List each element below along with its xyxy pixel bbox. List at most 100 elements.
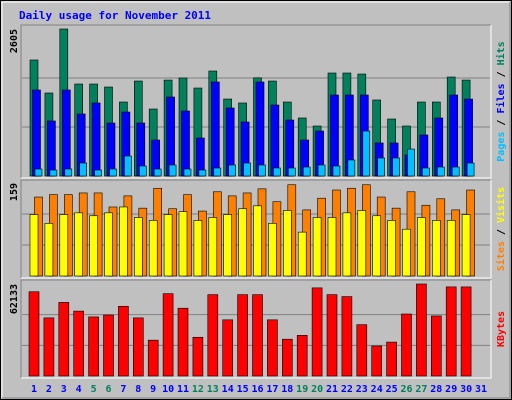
x-tick-label: 29 bbox=[445, 384, 457, 395]
bar bbox=[342, 212, 352, 277]
bar bbox=[302, 166, 311, 177]
legend: Pages / Files / Hits bbox=[495, 41, 507, 161]
x-tick-label: 24 bbox=[371, 384, 383, 395]
legend-entry: Files bbox=[495, 83, 507, 113]
bar bbox=[106, 122, 116, 177]
panel-edge bbox=[21, 280, 492, 379]
bar bbox=[118, 305, 129, 377]
bar bbox=[371, 345, 383, 377]
bar bbox=[119, 206, 128, 277]
bar bbox=[183, 168, 192, 177]
bar bbox=[282, 210, 292, 277]
panel-edge bbox=[20, 279, 491, 378]
bar bbox=[166, 96, 175, 177]
bar bbox=[357, 210, 367, 277]
x-tick-label: 7 bbox=[120, 384, 126, 395]
bar bbox=[59, 214, 69, 277]
bar bbox=[213, 167, 222, 177]
x-tick-label: 22 bbox=[341, 384, 353, 395]
x-tick-label: 2 bbox=[46, 384, 52, 395]
bar bbox=[237, 294, 248, 377]
bar bbox=[198, 169, 207, 177]
x-tick-label: 27 bbox=[415, 384, 427, 395]
bar bbox=[296, 335, 308, 377]
bar bbox=[268, 223, 277, 277]
y-max-label: 2605 bbox=[9, 29, 20, 53]
bar bbox=[362, 130, 371, 177]
bar bbox=[332, 165, 341, 177]
x-tick-label: 26 bbox=[400, 384, 412, 395]
x-tick-label: 6 bbox=[105, 384, 111, 395]
bar bbox=[228, 164, 236, 177]
x-tick-label: 18 bbox=[281, 384, 293, 395]
bar bbox=[285, 119, 295, 177]
bar bbox=[178, 211, 188, 277]
legend-separator: / bbox=[496, 223, 507, 241]
bar bbox=[43, 317, 55, 377]
bar bbox=[436, 166, 445, 177]
bar bbox=[88, 316, 99, 377]
x-tick-label: 5 bbox=[91, 384, 97, 395]
bar bbox=[451, 166, 460, 177]
panel-edge bbox=[21, 180, 492, 279]
bar bbox=[103, 314, 114, 377]
bar bbox=[402, 228, 411, 277]
x-tick-label: 17 bbox=[266, 384, 278, 395]
bar bbox=[386, 341, 397, 377]
x-tick-label: 20 bbox=[311, 384, 323, 395]
bar bbox=[58, 302, 70, 377]
x-tick-label: 21 bbox=[326, 384, 338, 395]
bar bbox=[416, 283, 427, 377]
legend-entry: KBytes bbox=[496, 311, 507, 347]
bar bbox=[326, 294, 338, 377]
bar bbox=[449, 94, 459, 177]
bar bbox=[372, 215, 382, 277]
bar bbox=[192, 336, 204, 377]
x-tick-label: 9 bbox=[150, 384, 156, 395]
bar bbox=[94, 169, 102, 177]
legend-entry: Hits bbox=[495, 41, 507, 65]
bar bbox=[377, 157, 386, 177]
bar bbox=[287, 167, 296, 177]
bar bbox=[431, 220, 441, 277]
bar bbox=[460, 286, 472, 377]
bar bbox=[223, 214, 232, 277]
bar bbox=[407, 148, 415, 177]
bar bbox=[430, 315, 442, 377]
bar bbox=[347, 159, 356, 177]
bar bbox=[44, 223, 54, 277]
x-tick-label: 4 bbox=[76, 384, 82, 395]
panel-edge bbox=[20, 24, 491, 178]
bar bbox=[243, 162, 251, 177]
bar bbox=[356, 324, 368, 377]
bar bbox=[267, 319, 278, 377]
bar bbox=[401, 313, 412, 377]
bar bbox=[134, 217, 143, 277]
bar bbox=[466, 162, 475, 177]
bar bbox=[168, 164, 177, 177]
bar bbox=[139, 165, 147, 177]
bar bbox=[238, 208, 247, 277]
bar bbox=[177, 307, 189, 377]
bar bbox=[61, 89, 71, 177]
bar bbox=[446, 220, 456, 277]
y-max-label: 62133 bbox=[9, 284, 20, 314]
bar bbox=[222, 319, 233, 377]
bar bbox=[208, 217, 218, 277]
bar bbox=[270, 104, 280, 177]
bar bbox=[461, 214, 471, 277]
bar bbox=[147, 339, 159, 377]
bar bbox=[341, 296, 353, 377]
x-tick-label: 25 bbox=[386, 384, 398, 395]
bar bbox=[312, 217, 322, 277]
bar bbox=[281, 338, 293, 377]
legend: Sites / Visits bbox=[495, 187, 507, 271]
bar bbox=[133, 317, 144, 377]
panel-edge bbox=[21, 25, 492, 179]
bar bbox=[258, 164, 266, 177]
bar bbox=[91, 102, 101, 177]
bar bbox=[317, 164, 326, 177]
bar bbox=[163, 214, 173, 277]
